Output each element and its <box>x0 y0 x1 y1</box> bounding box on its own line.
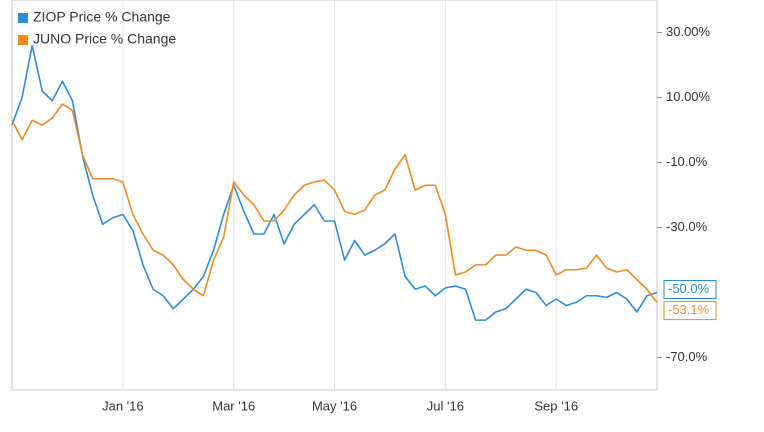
end-label-box <box>663 280 717 299</box>
legend-label: JUNO Price % Change <box>33 31 176 47</box>
y-tick-label: -70.0% <box>666 349 708 364</box>
x-tick-label: Jan '16 <box>102 398 144 413</box>
end-label: -50.0% <box>668 281 710 296</box>
series-line <box>11 44 658 321</box>
x-tick-label: Mar '16 <box>212 398 255 413</box>
y-tick-label: 30.00% <box>666 24 711 39</box>
y-tick-label: -10.0% <box>666 154 708 169</box>
x-tick-label: May '16 <box>312 398 357 413</box>
x-tick-label: Sep '16 <box>534 398 578 413</box>
end-label-box <box>663 301 717 321</box>
series-line <box>11 103 658 304</box>
legend-swatch <box>18 35 28 45</box>
y-tick-label: 10.00% <box>666 89 711 104</box>
legend-swatch <box>18 13 28 23</box>
legend-label: ZIOP Price % Change <box>33 9 171 25</box>
end-label: -53.1% <box>668 302 710 317</box>
y-tick-label: -30.0% <box>666 219 708 234</box>
x-tick-label: Jul '16 <box>427 398 464 413</box>
